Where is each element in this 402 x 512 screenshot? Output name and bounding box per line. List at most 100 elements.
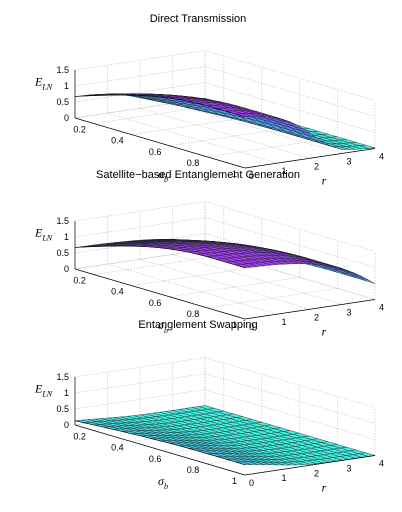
surface-edge xyxy=(112,429,123,432)
surface-edge xyxy=(226,458,236,463)
surface-edge xyxy=(207,453,217,457)
x-tick-label: 1 xyxy=(232,169,237,179)
grid-line-z xyxy=(74,217,376,268)
grid-line-r-floor xyxy=(172,254,343,305)
grid-line-r-floor xyxy=(172,103,343,154)
x-tick-label: 0.8 xyxy=(187,309,200,319)
surface-edge xyxy=(159,440,170,444)
surface-edge xyxy=(169,442,179,446)
surface-edge xyxy=(159,96,170,99)
surface-edge xyxy=(216,456,227,460)
y-tick-label: 3 xyxy=(347,156,352,166)
surface-plot-3: Entanglement Swapping00.511.50.20.40.60.… xyxy=(34,319,384,494)
surface-edge xyxy=(150,95,161,98)
surface-edge xyxy=(235,113,246,118)
x-tick-label: 0.6 xyxy=(149,298,162,308)
surface-edge xyxy=(207,105,217,109)
surface-front-face xyxy=(74,245,246,269)
x-tick-label: 0.2 xyxy=(73,125,86,135)
surface-edge xyxy=(188,448,198,452)
grid-line-z xyxy=(74,373,376,424)
surface-edge xyxy=(207,256,217,260)
x-axis-label-sub: b xyxy=(164,326,168,335)
surface-edge xyxy=(197,254,208,257)
surface-edge xyxy=(235,461,246,466)
grid-line-z xyxy=(74,82,376,133)
grid-line-z xyxy=(74,357,376,408)
surface-edge xyxy=(84,422,94,426)
surface-edge xyxy=(141,435,151,439)
surface-edge xyxy=(188,100,198,104)
surface-edge xyxy=(197,450,208,454)
x-tick-label: 0.8 xyxy=(187,465,200,475)
surface-edge xyxy=(150,438,161,442)
grid-line-z xyxy=(74,66,376,117)
y-tick-label: 2 xyxy=(314,161,319,171)
y-tick-label: 1 xyxy=(282,473,287,483)
surface xyxy=(74,93,376,150)
grid-line-r-floor xyxy=(204,249,376,300)
surface-edge xyxy=(122,431,132,435)
x-axis-label-sub: b xyxy=(164,175,168,184)
x-axis-line xyxy=(74,424,246,476)
z-tick-label: 1.5 xyxy=(56,216,69,226)
surface-edge xyxy=(178,445,189,449)
y-tick-label: 4 xyxy=(379,459,384,469)
z-tick-label: 1.5 xyxy=(56,372,69,382)
y-axis-label: r xyxy=(322,324,327,338)
z-tick-label: 0.5 xyxy=(56,404,69,414)
z-tick-label: 0 xyxy=(64,420,69,430)
z-tick-label: 1 xyxy=(64,388,69,398)
plot-title: Satellite−based Entanglement Generation xyxy=(96,169,300,181)
surface-edge xyxy=(141,246,151,248)
grid-line-s-floor xyxy=(131,265,262,286)
y-axis-label: r xyxy=(322,173,327,187)
surface-edge xyxy=(74,246,85,248)
y-tick-label: 0 xyxy=(249,171,254,181)
z-axis-label-sub: LN xyxy=(41,233,52,242)
surface-edge xyxy=(226,110,236,115)
z-axis-label-sub: LN xyxy=(41,389,52,398)
z-tick-label: 1 xyxy=(64,81,69,91)
y-tick-label: 0 xyxy=(249,322,254,332)
y-axis-line xyxy=(244,455,376,476)
surface-edge xyxy=(141,95,151,97)
x-tick-label: 0.4 xyxy=(111,136,124,146)
x-tick-label: 0.8 xyxy=(187,158,200,168)
surface-edge xyxy=(169,248,179,251)
grid-line-r-floor xyxy=(139,108,311,159)
y-tick-label: 0 xyxy=(249,478,254,488)
x-axis-line xyxy=(74,117,246,169)
surface-plot-2: Satellite−based Entanglement Generation0… xyxy=(34,169,384,338)
y-tick-label: 4 xyxy=(379,152,384,162)
x-axis-label: σb xyxy=(158,167,168,184)
y-axis-label: r xyxy=(322,480,327,494)
surface-front-face xyxy=(74,420,246,466)
z-axis-label-sub: LN xyxy=(41,82,52,91)
surface-edge xyxy=(131,433,142,437)
z-tick-label: 0 xyxy=(64,264,69,274)
surface-edge xyxy=(197,103,208,106)
surface-edge xyxy=(93,424,104,428)
surface-cell xyxy=(359,277,376,284)
grid-line-s-floor xyxy=(93,254,224,275)
z-axis-label: ELN xyxy=(34,381,53,398)
surface xyxy=(74,239,376,284)
plot-title: Direct Transmission xyxy=(150,13,247,25)
x-tick-label: 0.6 xyxy=(149,147,162,157)
grid-line-z xyxy=(74,389,376,440)
plot-title: Entanglement Swapping xyxy=(138,319,257,331)
y-tick-label: 2 xyxy=(314,468,319,478)
surface-front-face xyxy=(74,94,246,118)
x-tick-label: 0.4 xyxy=(111,287,124,297)
grid-line-r-floor xyxy=(107,112,278,164)
surface-edge xyxy=(159,247,170,250)
surface-edge xyxy=(103,426,113,430)
grid-line-s-floor xyxy=(207,288,338,309)
z-tick-label: 0.5 xyxy=(56,97,69,107)
x-tick-label: 0.2 xyxy=(73,432,86,442)
x-tick-label: 0.4 xyxy=(111,443,124,453)
surface-edge xyxy=(74,420,85,424)
y-tick-label: 1 xyxy=(282,317,287,327)
z-tick-label: 0 xyxy=(64,113,69,123)
